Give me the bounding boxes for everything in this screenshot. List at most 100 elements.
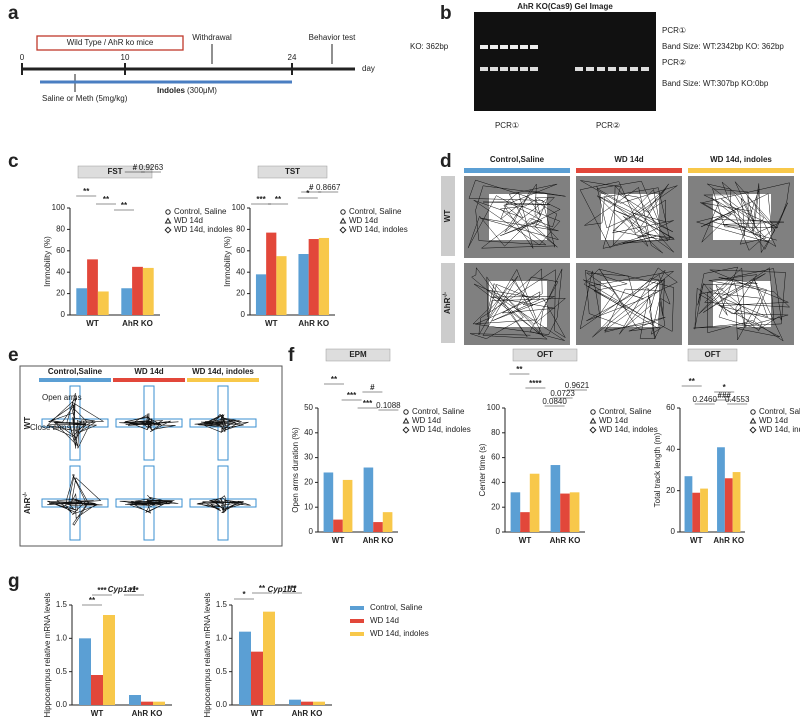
header-box <box>325 348 391 362</box>
bar <box>121 288 133 315</box>
panel-e-frame <box>19 365 283 547</box>
band <box>490 45 498 49</box>
legend-marker <box>589 417 597 424</box>
row-box <box>441 176 455 256</box>
legend-label: WD 14d, indoles <box>599 425 658 434</box>
band <box>520 45 528 49</box>
legend-marker <box>749 417 757 424</box>
annotation: ** <box>331 375 338 384</box>
chart-title: TST <box>285 167 300 176</box>
bar <box>692 492 701 532</box>
bar <box>103 615 115 705</box>
row-label: AhR-/- <box>443 292 453 314</box>
band <box>575 67 583 71</box>
bar <box>529 473 540 532</box>
y-tick-label: 0.5 <box>216 667 228 676</box>
y-tick-label: 80 <box>236 225 245 234</box>
bar <box>684 476 693 532</box>
band <box>490 67 498 71</box>
y-tick-label: 0 <box>671 527 676 536</box>
annotation: *** <box>363 399 373 408</box>
annotation: *** <box>256 195 266 204</box>
text: PCR① <box>495 121 519 130</box>
text: Wild Type / AhR ko mice <box>67 38 154 47</box>
bar <box>289 699 301 705</box>
text: Withdrawal <box>192 33 232 42</box>
annotation: ** <box>103 195 110 204</box>
gel <box>474 12 656 111</box>
group-bar <box>187 378 259 382</box>
chart-title: OFT <box>537 350 553 359</box>
bar <box>717 447 725 532</box>
band <box>500 67 508 71</box>
center <box>713 281 771 327</box>
track <box>194 413 249 433</box>
x-tick-label: AhR KO <box>292 709 323 718</box>
text: Saline or Meth (5mg/kg) <box>42 94 128 103</box>
legend-marker <box>402 426 410 434</box>
text: Band Size: WT:2342bp KO: 362bp <box>662 42 784 51</box>
y-tick-label: 30 <box>304 453 313 462</box>
annotation: ### <box>718 391 732 400</box>
chart-title: EPM <box>349 350 367 359</box>
y-axis-label: Total track length (m) <box>653 432 662 507</box>
y-tick-label: 20 <box>491 502 500 511</box>
text: 24 <box>288 53 297 62</box>
annotation: # <box>370 383 375 392</box>
y-tick-label: 100 <box>232 203 246 212</box>
band <box>619 67 627 71</box>
y-axis-label: Immobility (%) <box>223 236 232 287</box>
x-tick-label: WT <box>332 536 345 545</box>
text: Behavior test <box>309 33 356 42</box>
bar <box>569 492 580 532</box>
bar <box>251 651 263 705</box>
bar <box>313 701 325 705</box>
y-tick-label: 40 <box>56 267 65 276</box>
x-tick-label: WT <box>86 319 99 328</box>
bar <box>520 512 530 532</box>
text: WD 14d, indoles <box>192 367 254 376</box>
bar <box>732 472 741 532</box>
panel-label: g <box>8 571 20 592</box>
annotation: ** <box>516 365 523 374</box>
annotation: # <box>309 183 314 192</box>
y-tick-label: 60 <box>491 453 500 462</box>
track <box>470 266 567 341</box>
legend-swatch <box>350 606 364 610</box>
y-tick-label: 60 <box>666 403 675 412</box>
header-box <box>512 348 578 362</box>
annotation: 0.1088 <box>376 401 401 410</box>
y-tick-label: 0 <box>241 310 246 319</box>
annotation: 0.9621 <box>565 381 590 390</box>
text: Control,Saline <box>490 155 545 164</box>
text: PCR② <box>596 121 620 130</box>
band <box>510 45 518 49</box>
legend-label: WD 14d, indoles <box>370 629 429 638</box>
legend-marker <box>750 409 756 415</box>
row-text: WT <box>443 210 452 223</box>
bar <box>266 232 277 315</box>
bar <box>91 675 103 705</box>
bar <box>323 472 334 532</box>
annotation: 0.0840 <box>542 397 567 406</box>
chart-title: OFT <box>705 350 721 359</box>
legend-marker <box>339 217 347 224</box>
text: AhR KO(Cas9) Gel Image <box>517 2 613 11</box>
band <box>641 67 649 71</box>
legend-label: WD 14d <box>412 416 441 425</box>
text: KO: 362bp <box>410 42 449 51</box>
bar <box>700 488 708 532</box>
annotation: ** <box>121 201 128 210</box>
bar <box>333 519 343 532</box>
legend-marker <box>339 226 347 234</box>
bar <box>276 256 287 315</box>
band <box>630 67 638 71</box>
text: PCR① <box>662 26 686 35</box>
bar <box>97 291 109 315</box>
arm <box>41 418 109 428</box>
text: Control,Saline <box>48 367 103 376</box>
x-tick-label: AhR KO <box>550 536 581 545</box>
bar <box>342 479 353 532</box>
legend-label: WD 14d, indoles <box>174 225 233 234</box>
x-tick-label: WT <box>690 536 703 545</box>
